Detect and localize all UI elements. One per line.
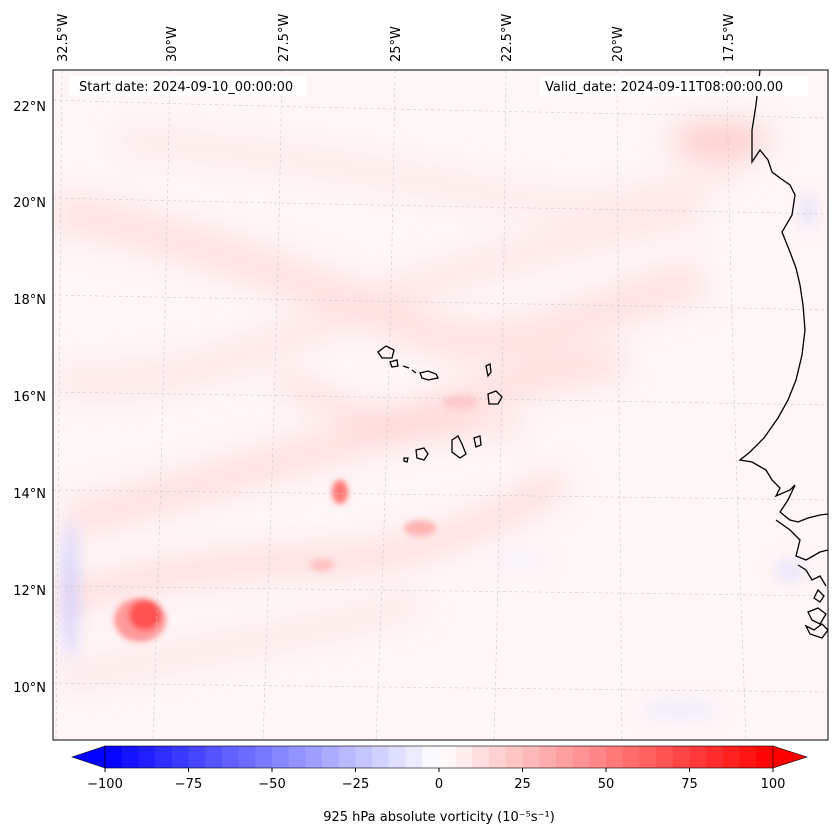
- colorbar-segment: [639, 746, 657, 768]
- colorbar-segment: [171, 746, 189, 768]
- colorbar-segment: [221, 746, 240, 768]
- colorbar-segment: [388, 746, 407, 768]
- colorbar-segment: [539, 746, 557, 768]
- colorbar-segment: [489, 746, 507, 768]
- colorbar-segment: [238, 746, 256, 768]
- colorbar-segment: [622, 746, 640, 768]
- colorbar-segment: [305, 746, 323, 768]
- colorbar-segment: [372, 746, 390, 768]
- colorbar-segment: [572, 746, 590, 768]
- colorbar-segment: [455, 746, 473, 768]
- lon-label: 17.5°W: [722, 14, 737, 62]
- lat-label: 14°N: [13, 487, 46, 502]
- colorbar-segment: [255, 746, 273, 768]
- colorbar-segment: [656, 746, 674, 768]
- colorbar-label: 925 hPa absolute vorticity (10⁻⁵s⁻¹): [323, 810, 555, 825]
- colorbar-segment: [522, 746, 540, 768]
- lon-label: 20°W: [611, 26, 626, 62]
- colorbar-segment: [472, 746, 490, 768]
- colorbar-tick-label: 0: [435, 777, 443, 792]
- negative-vorticity-patches: [63, 192, 812, 720]
- vorticity-field: [53, 122, 812, 720]
- lat-label: 10°N: [13, 681, 46, 696]
- colorbar-segment: [555, 746, 574, 768]
- colorbar-segment: [188, 746, 206, 768]
- colorbar-segment: [155, 746, 173, 768]
- colorbar-segment: [505, 746, 523, 768]
- colorbar-segment: [355, 746, 373, 768]
- lat-label: 20°N: [13, 196, 46, 211]
- colorbar-tick-label: 75: [681, 777, 698, 792]
- lon-label: 27.5°W: [277, 14, 292, 62]
- colorbar-segment: [689, 746, 707, 768]
- graticule: [53, 70, 828, 740]
- colorbar-extend-high: [772, 745, 808, 769]
- colorbar-tick-label: 100: [761, 777, 786, 792]
- colorbar-tick-label: −75: [175, 777, 202, 792]
- lat-label: 22°N: [13, 100, 46, 115]
- colorbar-segment: [138, 746, 156, 768]
- colorbar-segment: [288, 746, 306, 768]
- lat-label: 12°N: [13, 584, 46, 599]
- background-bands: [53, 122, 770, 692]
- colorbar-tick-label: −50: [258, 777, 285, 792]
- latitude-labels: 22°N 20°N 18°N 16°N 14°N 12°N 10°N: [13, 100, 46, 696]
- colorbar-segment: [272, 746, 290, 768]
- map-plot-area: [52, 69, 829, 741]
- colorbar-ticks: [104, 768, 774, 772]
- colorbar-segment: [439, 746, 457, 768]
- cape-verde-islands: [377, 345, 395, 359]
- colorbar-segment: [739, 746, 757, 768]
- colorbar-segment: [322, 746, 340, 768]
- colorbar-segment: [422, 746, 440, 768]
- africa-coastline: [738, 70, 828, 523]
- longitude-labels: 32.5°W 30°W 27.5°W 25°W 22.5°W 20°W 17.5…: [56, 14, 737, 62]
- colorbar-segment: [405, 746, 423, 768]
- coastlines: [377, 70, 828, 639]
- colorbar-segment: [589, 746, 607, 768]
- colorbar-tick-label: −25: [342, 777, 369, 792]
- start-date-box: [70, 76, 306, 96]
- colorbar-tick-label: 25: [514, 777, 531, 792]
- colorbar-segment: [756, 746, 774, 768]
- colorbar-segment: [105, 746, 123, 768]
- valid-date-label: Valid_date: 2024-09-11T08:00:00.00: [545, 80, 783, 95]
- colorbar-extend-low: [71, 745, 106, 769]
- lon-label: 30°W: [165, 26, 180, 62]
- colorbar-segment: [706, 746, 724, 768]
- colorbar-segment: [672, 746, 690, 768]
- colorbar-tick-label: −100: [87, 777, 123, 792]
- colorbar-segment: [722, 746, 741, 768]
- colorbar-segment: [338, 746, 356, 768]
- colorbar-segments: [105, 746, 774, 768]
- colorbar: −100 −75 −50 −25 0 25 50 75 100 925 hPa …: [71, 745, 808, 825]
- lon-label: 32.5°W: [56, 14, 71, 62]
- lon-label: 22.5°W: [500, 14, 515, 62]
- colorbar-segment: [121, 746, 139, 768]
- start-date-label: Start date: 2024-09-10_00:00:00: [79, 80, 293, 95]
- valid-date-box: [540, 76, 808, 96]
- map-frame: [52, 69, 829, 741]
- colorbar-segment: [205, 746, 223, 768]
- lon-label: 25°W: [389, 26, 404, 62]
- lat-label: 18°N: [13, 293, 46, 308]
- colorbar-tick-label: 50: [598, 777, 615, 792]
- lat-label: 16°N: [13, 390, 46, 405]
- colorbar-segment: [606, 746, 624, 768]
